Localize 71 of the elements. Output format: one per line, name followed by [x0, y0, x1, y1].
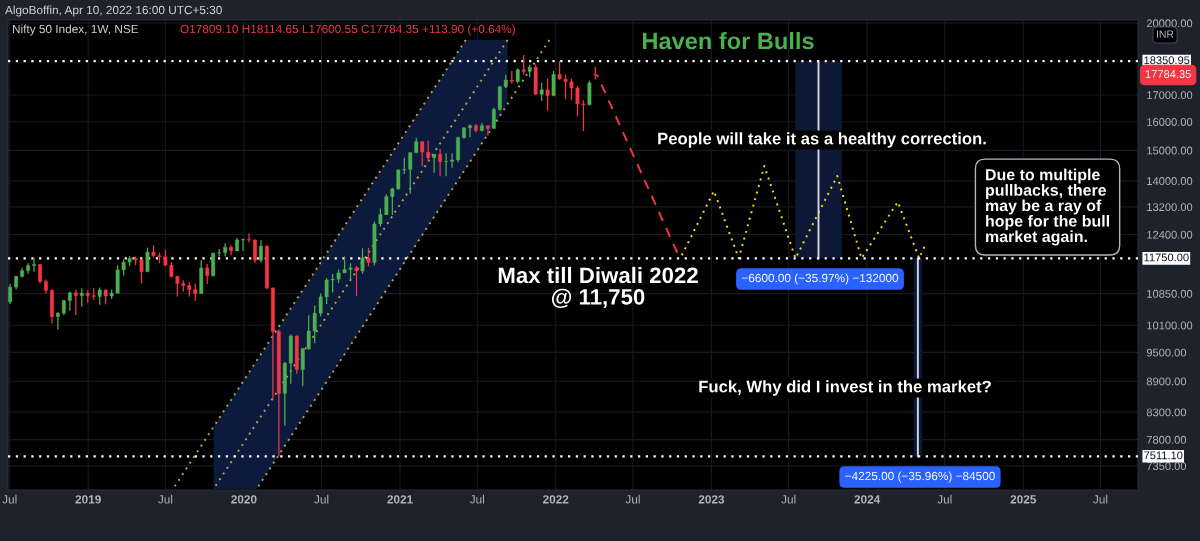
y-tick-label: 20000.00 — [1146, 19, 1193, 28]
chart-title: Nifty 50 Index, 1W, NSE — [12, 24, 139, 36]
text: INR — [1156, 30, 1174, 38]
candlestick — [450, 152, 454, 169]
y-tick-label: 8300.00 — [1146, 408, 1187, 417]
candlestick — [205, 263, 210, 285]
candlestick — [354, 265, 359, 297]
candlestick — [432, 153, 437, 174]
candlestick — [73, 288, 78, 316]
x-tick-label: 2019 — [75, 495, 101, 504]
x-tick-label: Jul — [1093, 494, 1108, 504]
candlestick — [360, 247, 365, 275]
candlestick — [468, 123, 472, 138]
y-tick-label: 14000.00 — [1147, 177, 1193, 185]
candlestick — [145, 246, 150, 273]
x-tick-label: Jul — [625, 494, 640, 504]
y-tick-label: 15000.00 — [1147, 146, 1193, 155]
candlestick — [438, 148, 443, 177]
candlestick — [545, 78, 550, 112]
x-tick-label: 2025 — [1010, 495, 1037, 504]
candlestick — [79, 287, 84, 308]
candlestick — [241, 237, 245, 252]
x-tick-label: 2020 — [231, 495, 257, 504]
ref-line-label: 7511.10 — [1144, 451, 1183, 460]
y-tick-label: 9500.00 — [1146, 348, 1187, 357]
candlestick — [539, 81, 544, 102]
candlestick — [253, 238, 257, 264]
y-tick-label: 10850.00 — [1147, 289, 1193, 298]
text: 17784.35 — [1145, 70, 1191, 78]
x-tick-label: 2022 — [543, 495, 569, 504]
candlestick — [8, 283, 13, 305]
x-tick-label: 2024 — [854, 495, 881, 504]
annotation: Due to multiple pullbacks, there may be a ray of hope for the bull market again. — [986, 168, 1109, 246]
candlestick — [55, 311, 60, 331]
y-tick-label: 13200.00 — [1147, 203, 1193, 212]
y-tick-label: 12400.00 — [1147, 230, 1193, 239]
x-tick-label: Jul — [314, 494, 329, 504]
y-tick-label: 17000.00 — [1147, 91, 1193, 100]
x-tick-label: Jul — [2, 494, 17, 504]
ref-line-label: 18350.95 — [1144, 56, 1190, 65]
candlestick — [587, 80, 592, 107]
candlestick — [32, 257, 36, 273]
annotation: −6600.00 (−35.97%) −132000 — [741, 273, 899, 285]
y-tick-label: 7800.00 — [1146, 435, 1187, 444]
y-tick-label: 8900.00 — [1146, 377, 1187, 386]
candlestick — [259, 239, 263, 264]
candlestick — [456, 136, 460, 163]
candlestick — [485, 125, 490, 137]
x-tick-label: 2021 — [387, 495, 413, 504]
annotation: Max till Diwali 2022 @ 11,750 — [498, 266, 698, 309]
candlestick — [247, 232, 251, 244]
y-tick-label: 10100.00 — [1147, 321, 1193, 330]
annotation: −4225.00 (−35.96%) −84500 — [845, 471, 995, 483]
y-tick-label: 7350.00 — [1146, 462, 1187, 471]
annotation: Haven for Bulls — [642, 32, 814, 50]
annotation: Fuck, Why did I invest in the market? — [699, 380, 991, 396]
x-tick-label: Jul — [781, 494, 796, 504]
candlestick — [366, 247, 371, 267]
chart-subtitle: O17809.10 H18114.65 L17600.55 C17784.35 +113.90 (+0.64%) — [180, 24, 515, 36]
candlestick — [38, 263, 42, 285]
x-tick-label: Jul — [469, 494, 484, 504]
x-tick-label: Jul — [937, 494, 952, 504]
candlestick — [521, 54, 526, 76]
ref-line-label: 11750.00 — [1144, 253, 1189, 262]
x-tick-label: 2023 — [698, 495, 725, 504]
candlestick — [551, 70, 556, 97]
text: AlgoBoffin, Apr 10, 2022 16:00 UTC+5:30 — [5, 5, 222, 17]
annotation: People will take it as a healthy correction. — [658, 132, 986, 148]
x-tick-label: Jul — [158, 494, 173, 504]
candlestick — [444, 152, 449, 177]
y-tick-label: 16000.00 — [1147, 118, 1193, 126]
